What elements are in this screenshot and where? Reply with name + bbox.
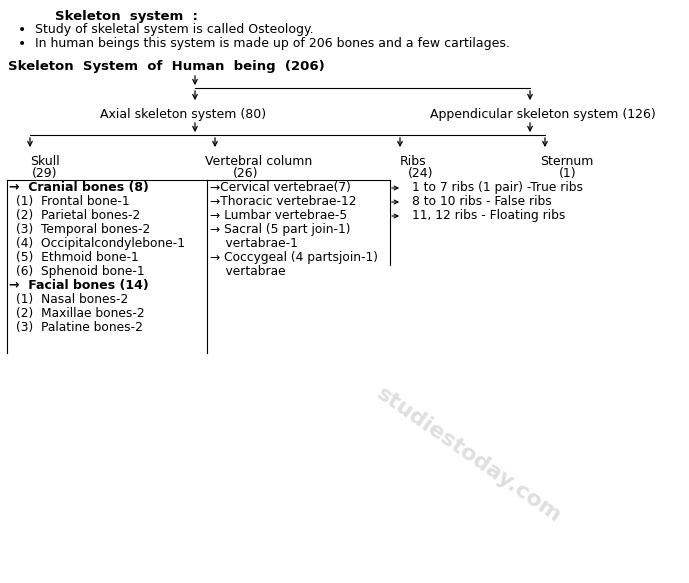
Text: Appendicular skeleton system (126): Appendicular skeleton system (126) [430, 108, 656, 121]
Text: →Thoracic vertebrae-12: →Thoracic vertebrae-12 [210, 195, 356, 208]
Text: vertabrae-1: vertabrae-1 [210, 237, 298, 250]
Text: (5)  Ethmoid bone-1: (5) Ethmoid bone-1 [16, 251, 138, 264]
Text: In human beings this system is made up of 206 bones and a few cartilages.: In human beings this system is made up o… [35, 37, 510, 50]
Text: (1)  Frontal bone-1: (1) Frontal bone-1 [16, 195, 130, 208]
Text: → Sacral (5 part join-1): → Sacral (5 part join-1) [210, 223, 351, 236]
Text: (2)  Parietal bones-2: (2) Parietal bones-2 [16, 209, 141, 222]
Text: → Coccygeal (4 partsjoin-1): → Coccygeal (4 partsjoin-1) [210, 251, 378, 264]
Text: →Cervical vertebrae(7): →Cervical vertebrae(7) [210, 181, 351, 194]
Text: (1): (1) [559, 167, 577, 180]
Text: (3)  Palatine bones-2: (3) Palatine bones-2 [16, 321, 143, 334]
Text: (6)  Sphenoid bone-1: (6) Sphenoid bone-1 [16, 265, 145, 278]
Text: (24): (24) [408, 167, 433, 180]
Text: →  Facial bones (14): → Facial bones (14) [9, 279, 149, 292]
Text: 8 to 10 ribs - False ribs: 8 to 10 ribs - False ribs [412, 195, 552, 208]
Text: •: • [18, 37, 26, 51]
Text: (3)  Temporal bones-2: (3) Temporal bones-2 [16, 223, 150, 236]
Text: (1)  Nasal bones-2: (1) Nasal bones-2 [16, 293, 128, 306]
Text: → Lumbar vertebrae-5: → Lumbar vertebrae-5 [210, 209, 347, 222]
Text: Skull: Skull [30, 155, 60, 168]
Text: (4)  Occipitalcondylebone-1: (4) Occipitalcondylebone-1 [16, 237, 185, 250]
Text: →  Cranial bones (8): → Cranial bones (8) [9, 181, 149, 194]
Text: Axial skeleton system (80): Axial skeleton system (80) [100, 108, 266, 121]
Text: (26): (26) [233, 167, 258, 180]
Text: 11, 12 ribs - Floating ribs: 11, 12 ribs - Floating ribs [412, 209, 566, 222]
Text: •: • [18, 23, 26, 37]
Text: Ribs: Ribs [400, 155, 426, 168]
Text: Skeleton  System  of  Human  being  (206): Skeleton System of Human being (206) [8, 60, 325, 73]
Text: studiestoday.com: studiestoday.com [373, 383, 564, 526]
Text: Sternum: Sternum [540, 155, 593, 168]
Text: (29): (29) [32, 167, 57, 180]
Text: vertabrae: vertabrae [210, 265, 286, 278]
Text: Vertebral column: Vertebral column [205, 155, 312, 168]
Text: 1 to 7 ribs (1 pair) -True ribs: 1 to 7 ribs (1 pair) -True ribs [412, 181, 583, 194]
Text: Skeleton  system  :: Skeleton system : [55, 10, 198, 23]
Text: Study of skeletal system is called Osteology.: Study of skeletal system is called Osteo… [35, 23, 313, 36]
Text: (2)  Maxillae bones-2: (2) Maxillae bones-2 [16, 307, 145, 320]
